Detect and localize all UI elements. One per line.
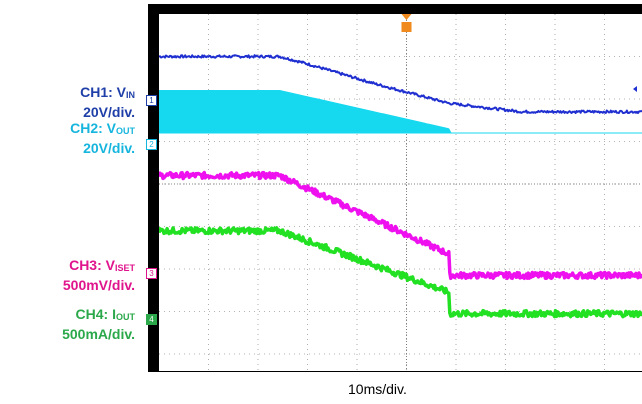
ch1-label: CH1: VIN 20V/div. — [80, 84, 135, 121]
ch1-name: CH1: VIN — [80, 84, 135, 104]
ch3-ground-marker[interactable]: 3 — [146, 268, 157, 279]
ch1-name-text: CH1: V — [80, 84, 126, 100]
trigger-position-icon — [401, 14, 412, 20]
ch2-ground-marker[interactable]: 2 — [146, 139, 157, 150]
series-3-trace — [159, 170, 642, 281]
series-4-trace — [159, 226, 642, 319]
ch2-name-text: CH2: V — [70, 120, 116, 136]
ch4-name-text: CH4: I — [75, 306, 116, 322]
timebase-label: 10ms/div. — [348, 381, 407, 397]
series-1-trace — [159, 54, 642, 114]
ch1-scale: 20V/div. — [83, 104, 135, 120]
oscilloscope-plot — [159, 14, 642, 371]
ch4-name-sub: OUT — [116, 312, 135, 322]
ch2-name-sub: OUT — [116, 126, 135, 136]
ch1-name-sub: IN — [126, 90, 135, 100]
ch2-name: CH2: VOUT — [70, 120, 135, 140]
waveform-chart — [159, 14, 642, 371]
ch3-label: CH3: VISET 500mV/div. — [63, 257, 135, 294]
ch4-name: CH4: IOUT — [62, 306, 135, 326]
series-2-trace — [159, 90, 642, 134]
ch3-name: CH3: VISET — [63, 257, 135, 277]
ch2-scale: 20V/div. — [83, 140, 135, 156]
ch4-ground-marker[interactable]: 4 — [146, 314, 157, 325]
ch1-reference-arrow-icon — [633, 86, 637, 92]
ch4-scale: 500mA/div. — [62, 326, 135, 342]
trigger-level-icon — [401, 22, 412, 32]
ch2-label: CH2: VOUT 20V/div. — [70, 120, 135, 157]
ch3-name-sub: ISET — [114, 263, 135, 273]
ch4-label: CH4: IOUT 500mA/div. — [62, 306, 135, 343]
ch1-ground-marker[interactable]: 1 — [146, 95, 157, 106]
ch3-name-text: CH3: V — [69, 257, 115, 273]
ch3-scale: 500mV/div. — [62, 277, 135, 293]
